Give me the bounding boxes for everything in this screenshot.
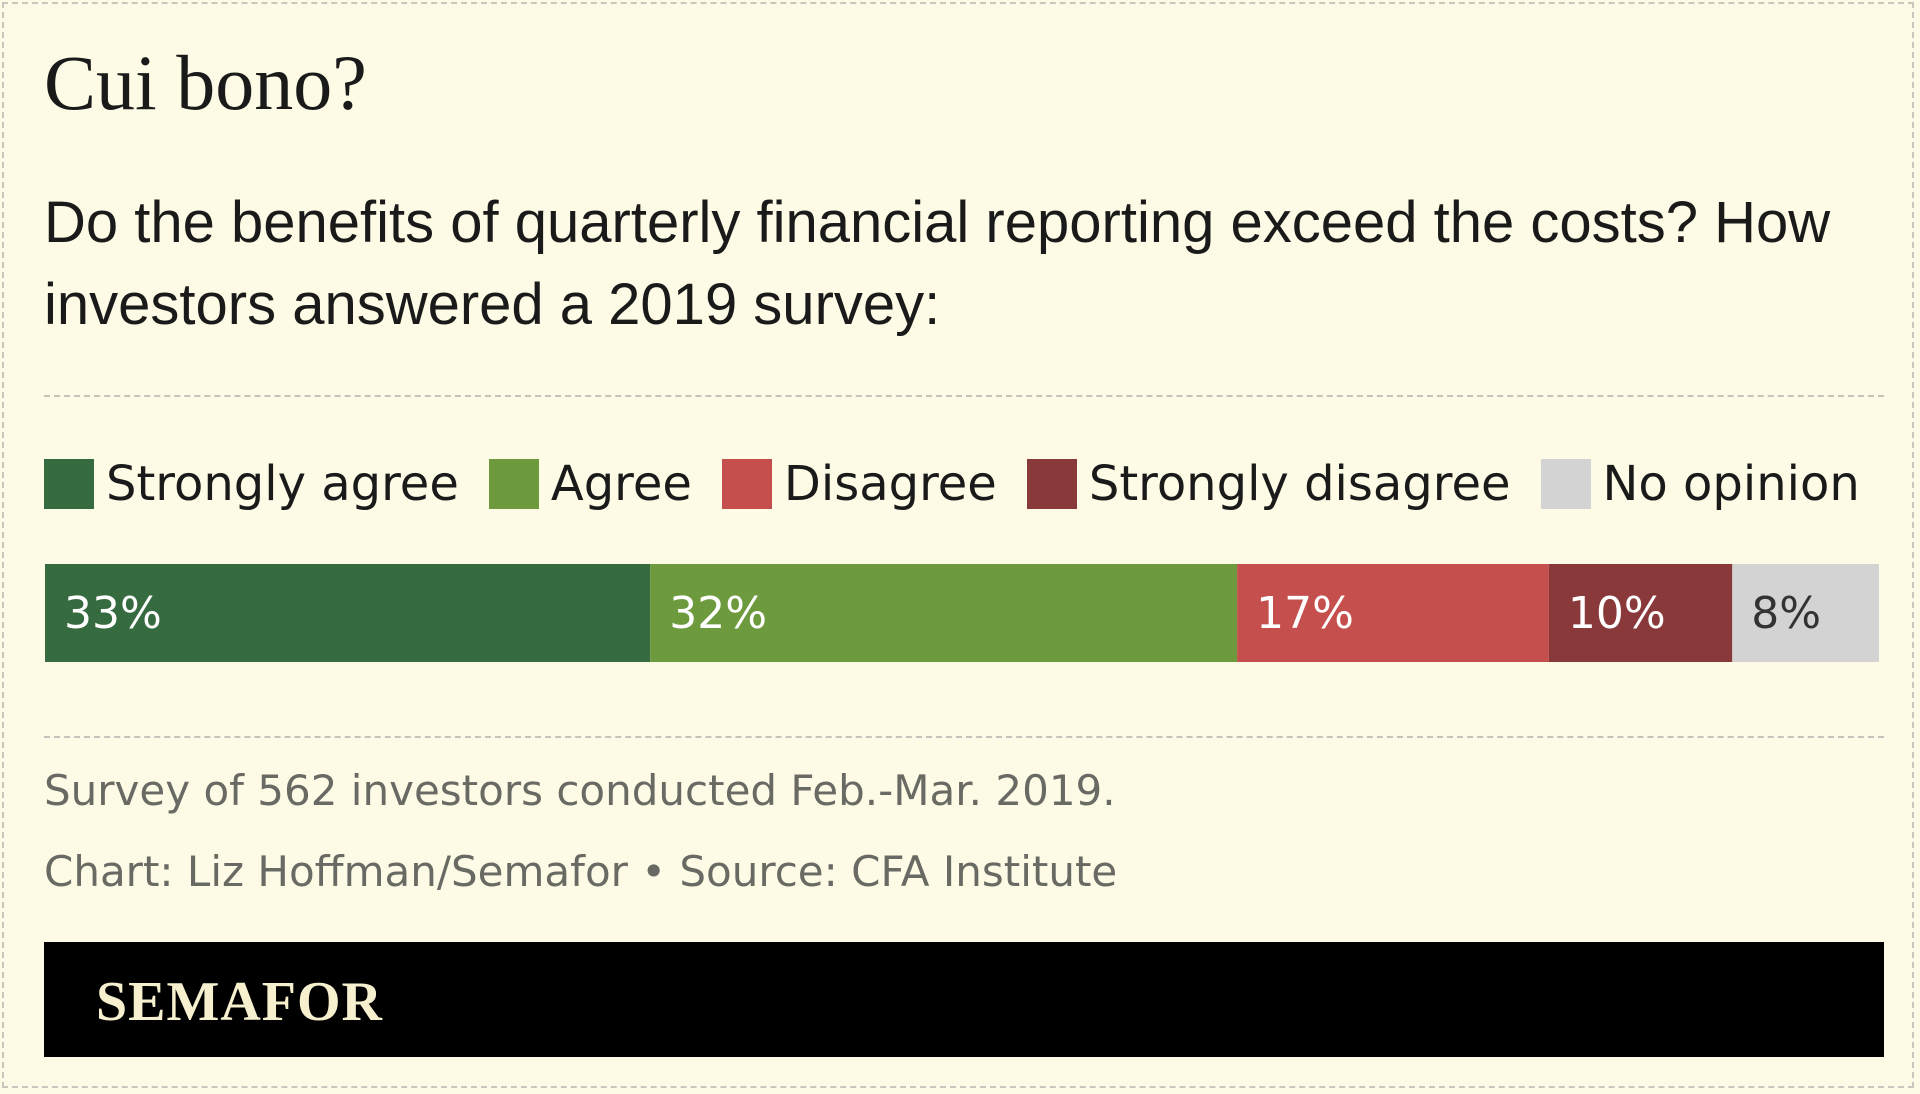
legend-item: Strongly disagree [1026, 456, 1511, 512]
bar-value-label: 10% [1568, 588, 1666, 639]
legend-item: Disagree [721, 456, 997, 512]
bar-segment-disagree [1237, 564, 1549, 662]
bar-value-label: 32% [669, 588, 767, 639]
legend-label: No opinion [1602, 456, 1860, 512]
legend-item: Agree [488, 456, 692, 512]
legend-swatch [1540, 459, 1591, 509]
chart-title: Cui bono? [44, 39, 367, 126]
survey-note: Survey of 562 investors conducted Feb.-M… [44, 766, 1116, 815]
legend-label: Disagree [783, 456, 997, 512]
bar-segment-no-opinion [1732, 564, 1879, 662]
legend-label: Strongly disagree [1088, 456, 1511, 512]
legend-swatch [1026, 459, 1077, 509]
legend-item: Strongly agree [44, 456, 459, 512]
legend-swatch [488, 459, 539, 509]
bar-segment-strongly-disagree [1548, 564, 1733, 662]
bottom-divider [44, 736, 1884, 738]
bar-segment-strongly-agree [45, 564, 651, 662]
source-credit: Chart: Liz Hoffman/Semafor • Source: CFA… [44, 847, 1118, 896]
top-divider [44, 395, 1884, 397]
bar-value-label: 33% [64, 588, 162, 639]
semafor-logo: SEMAFOR [96, 971, 383, 1033]
legend-swatch [44, 459, 94, 509]
chart-subtitle: Do the benefits of quarterly financial r… [44, 190, 1831, 337]
bar-value-label: 8% [1751, 588, 1821, 639]
legend-item: No opinion [1540, 456, 1860, 512]
chart-legend: Strongly agree Agree Disagree Strongly disa… [44, 456, 1860, 512]
stacked-bar-chart: 33% 32% 17% 10% 8% [45, 564, 1879, 662]
bar-value-label: 17% [1256, 588, 1354, 639]
bar-segment-agree [650, 564, 1238, 662]
legend-swatch [721, 459, 772, 509]
legend-label: Strongly agree [106, 456, 459, 512]
legend-label: Agree [550, 456, 692, 512]
footer-bar: SEMAFOR [44, 942, 1884, 1057]
